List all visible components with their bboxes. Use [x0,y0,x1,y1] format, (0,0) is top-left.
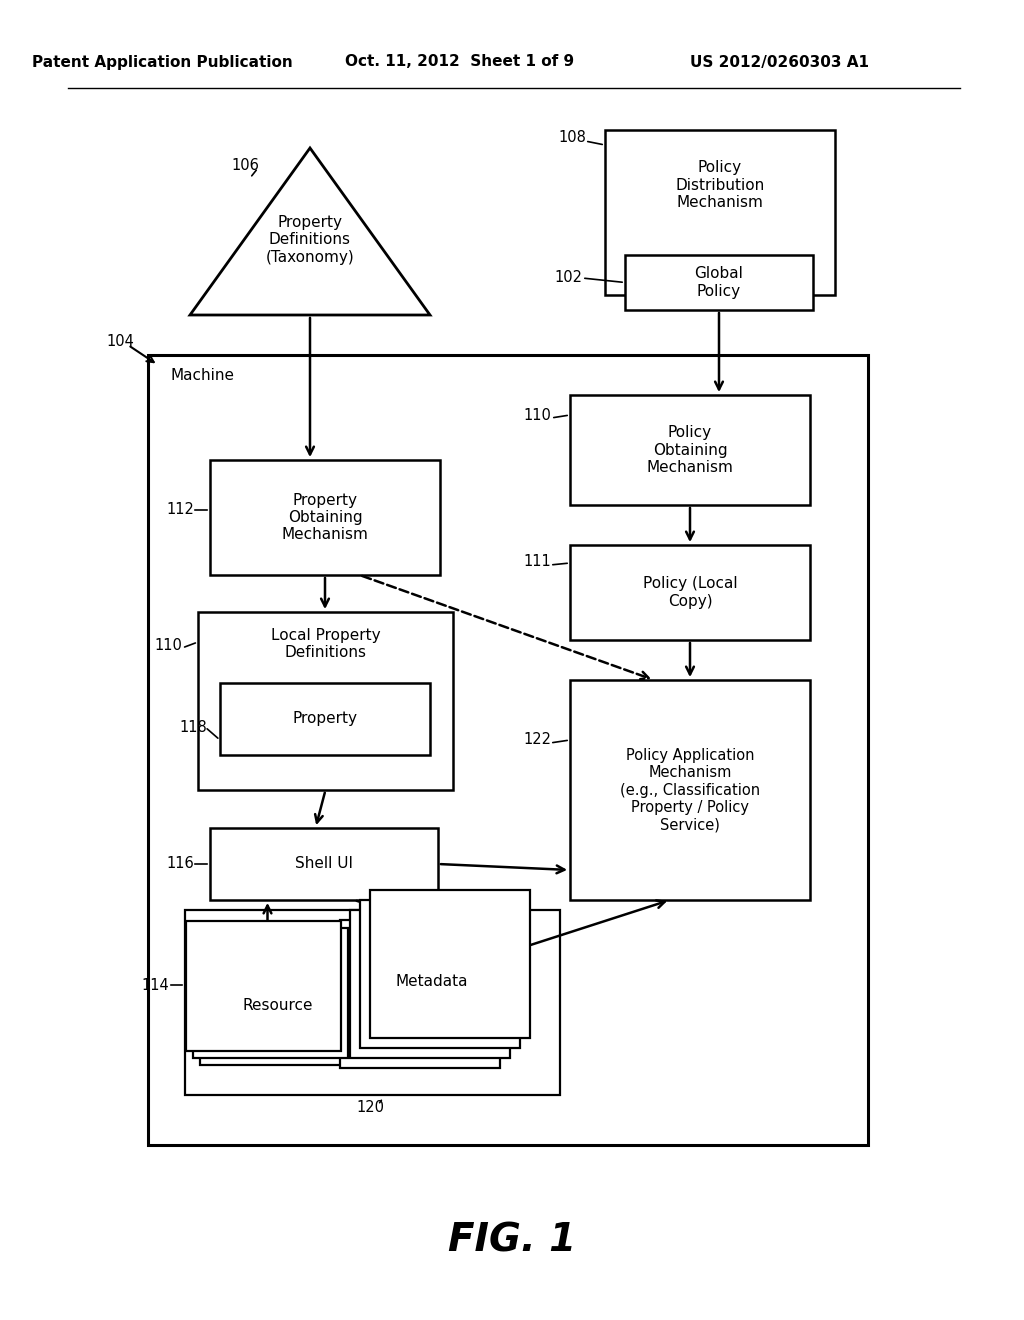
Text: 104: 104 [106,334,134,350]
Text: 110: 110 [523,408,551,422]
Bar [605,129,835,294]
Text: Property
Obtaining
Mechanism: Property Obtaining Mechanism [282,492,369,543]
Text: Resource: Resource [243,998,312,1012]
Bar [186,921,341,1051]
Text: 114: 114 [141,978,169,993]
Bar [198,612,453,789]
Text: 110: 110 [154,638,182,652]
Text: Shell UI: Shell UI [295,857,353,871]
Bar [210,459,440,576]
Text: 116: 116 [166,857,194,871]
Bar [340,920,500,1068]
Text: FIG. 1: FIG. 1 [447,1221,577,1259]
Bar [185,909,560,1096]
Bar [570,680,810,900]
Text: Oct. 11, 2012  Sheet 1 of 9: Oct. 11, 2012 Sheet 1 of 9 [345,54,574,70]
Text: Property
Definitions
(Taxonomy): Property Definitions (Taxonomy) [265,215,354,265]
Text: Policy (Local
Copy): Policy (Local Copy) [643,577,737,609]
Text: 108: 108 [558,131,586,145]
Text: US 2012/0260303 A1: US 2012/0260303 A1 [690,54,869,70]
Text: Policy Application
Mechanism
(e.g., Classification
Property / Policy
Service): Policy Application Mechanism (e.g., Clas… [620,747,760,833]
Text: Local Property
Definitions: Local Property Definitions [270,628,380,660]
Text: 106: 106 [231,157,259,173]
Bar [148,355,868,1144]
Bar [350,909,510,1059]
Bar [370,890,530,1038]
Bar [220,682,430,755]
Text: Global
Policy: Global Policy [694,267,743,298]
Bar [570,545,810,640]
Text: 122: 122 [523,733,551,747]
Text: 118: 118 [179,719,207,734]
Text: Metadata: Metadata [395,974,468,990]
Bar [210,828,438,900]
Text: 112: 112 [166,503,194,517]
Text: Machine: Machine [171,367,234,383]
Text: 111: 111 [523,554,551,569]
Bar [360,900,520,1048]
Text: 102: 102 [554,271,582,285]
Bar [193,928,348,1059]
Bar [200,935,355,1065]
Text: Property: Property [293,711,357,726]
Bar [625,255,813,310]
Text: 120: 120 [356,1101,384,1115]
Text: Policy
Obtaining
Mechanism: Policy Obtaining Mechanism [646,425,733,475]
Text: Policy
Distribution
Mechanism: Policy Distribution Mechanism [676,160,765,210]
Bar [570,395,810,506]
Text: Patent Application Publication: Patent Application Publication [32,54,293,70]
